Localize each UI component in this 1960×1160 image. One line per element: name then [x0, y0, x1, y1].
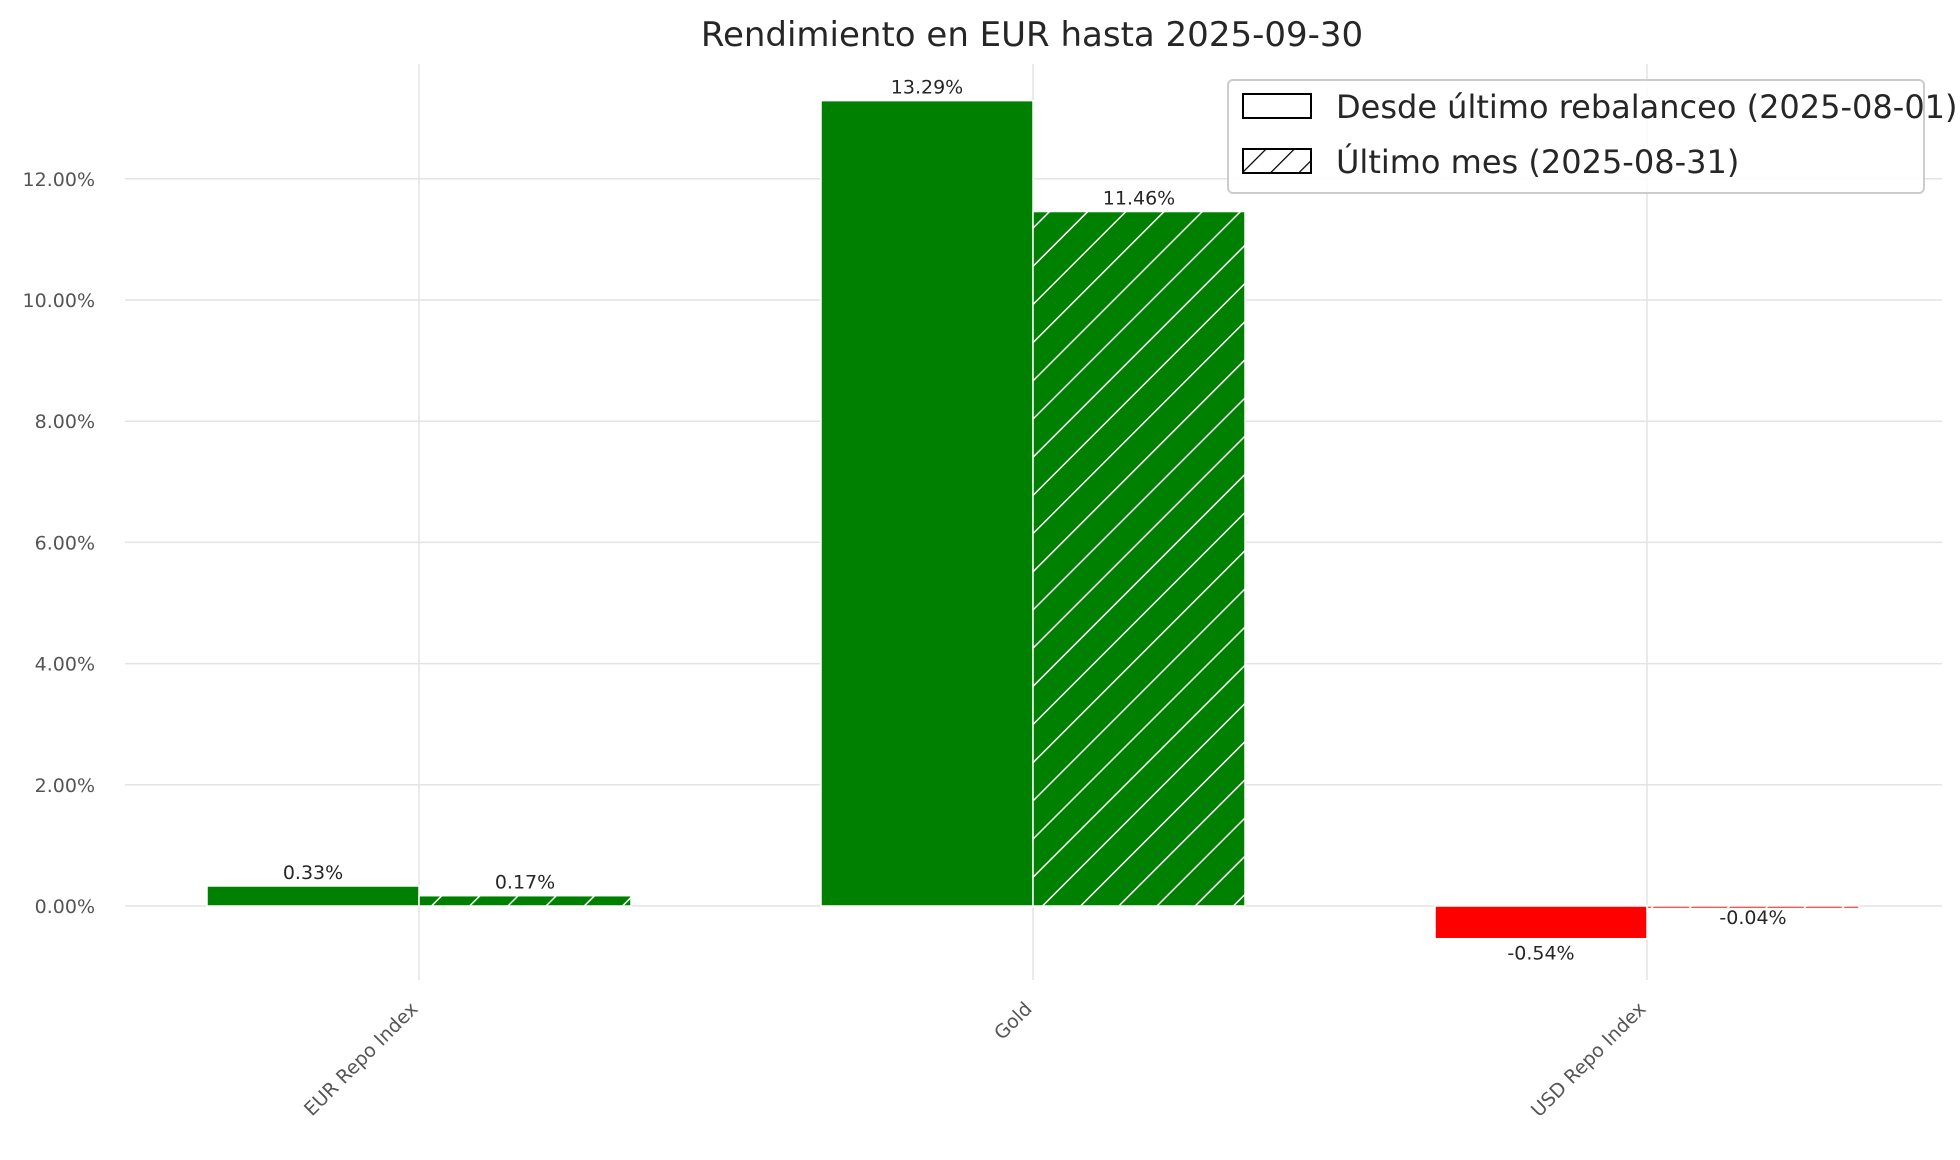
bar-last-month: [1646, 905, 1860, 910]
bar-since-rebalance: [1434, 905, 1648, 940]
chart-title: Rendimiento en EUR hasta 2025-09-30: [701, 15, 1363, 55]
legend-label-last-month: Último mes (2025-08-31): [1336, 142, 1739, 181]
bars: [206, 99, 1860, 940]
y-tick-label: 10.00%: [23, 290, 95, 312]
data-labels: 0.33% 13.29% -0.54% 0.17% 11.46% -0.04%: [283, 77, 1787, 965]
x-tick-label: USD Repo Index: [1527, 998, 1651, 1122]
y-tick-label: 2.00%: [35, 775, 95, 797]
x-tick-label: EUR Repo Index: [300, 998, 422, 1120]
data-label: 0.33%: [283, 862, 343, 884]
legend-label-since-rebalance: Desde último rebalanceo (2025-08-01): [1336, 88, 1958, 126]
bar-last-month: [1032, 210, 1246, 907]
legend-swatch-since-rebalance: [1242, 93, 1312, 119]
y-tick-label: 12.00%: [23, 169, 95, 191]
x-tick-label: Gold: [990, 998, 1036, 1044]
data-label: -0.04%: [1719, 907, 1786, 929]
legend-swatch-last-month: [1242, 148, 1312, 174]
y-axis-ticks: 0.00% 2.00% 4.00% 6.00% 8.00% 10.00% 12.00%: [23, 169, 95, 918]
bar-since-rebalance: [206, 885, 420, 907]
y-tick-label: 4.00%: [35, 654, 95, 676]
data-label: -0.54%: [1507, 943, 1574, 965]
data-label: 0.17%: [495, 872, 555, 894]
bar-last-month: [418, 894, 632, 907]
legend: Desde último rebalanceo (2025-08-01) Últ…: [1227, 79, 1958, 194]
y-tick-label: 8.00%: [35, 411, 95, 433]
data-label: 11.46%: [1103, 188, 1175, 210]
data-label: 13.29%: [891, 77, 963, 99]
y-tick-label: 0.00%: [35, 896, 95, 918]
bar-since-rebalance: [820, 99, 1034, 907]
x-axis-ticks: EUR Repo Index Gold USD Repo Index: [300, 998, 1650, 1122]
y-tick-label: 6.00%: [35, 532, 95, 554]
legend-frame: [1227, 79, 1925, 194]
